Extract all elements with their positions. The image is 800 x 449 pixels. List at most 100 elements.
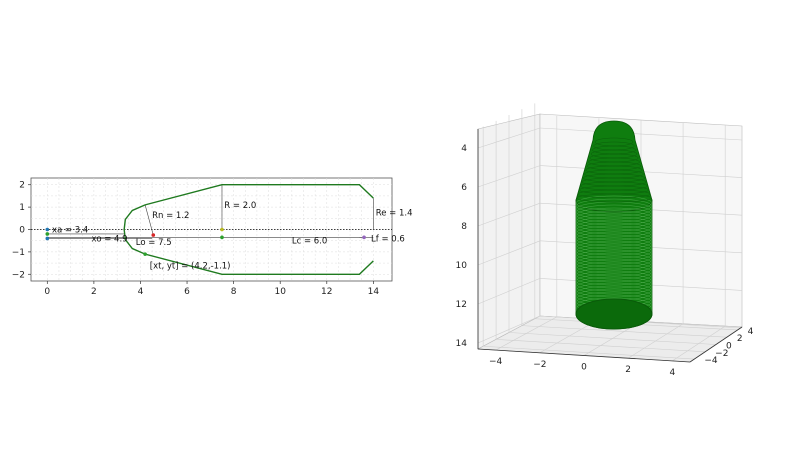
mesh-ring <box>575 222 653 238</box>
x-tick-label: 0 <box>44 287 50 297</box>
z-tick-label: 6 <box>461 183 467 193</box>
y-tick-label-3d: 0 <box>726 342 732 352</box>
mesh-ring <box>575 198 653 214</box>
x-tick-label-3d: −4 <box>489 357 503 367</box>
mesh-ring <box>575 258 653 274</box>
x-tick-label: 14 <box>368 287 380 297</box>
y-tick-label: 2 <box>19 181 25 191</box>
mesh-ring <box>576 193 652 203</box>
y-tick-label: −2 <box>12 270 25 280</box>
mesh-ring <box>575 243 653 259</box>
mesh-ring <box>575 249 653 265</box>
y-axis-line <box>689 326 743 363</box>
x-tick-label: 10 <box>274 287 286 297</box>
solid-grid-lines <box>477 103 743 362</box>
solid-mesh-rings <box>575 137 653 319</box>
y-tick-label-3d: −4 <box>704 356 718 366</box>
annotation-label: Rn = 1.2 <box>152 211 189 221</box>
marker-point <box>45 227 50 232</box>
x-tick-label: 2 <box>91 287 97 297</box>
mesh-ring <box>577 189 651 199</box>
mesh-ring <box>575 261 653 277</box>
mesh-ring <box>575 282 653 298</box>
x-axis-line <box>477 348 691 363</box>
z-tick-label: 12 <box>456 300 467 310</box>
mesh-ring <box>575 267 653 283</box>
marker-point <box>45 236 50 241</box>
profile-line <box>123 204 374 275</box>
mesh-ring <box>575 213 653 229</box>
y-tick-label-3d: 4 <box>748 327 754 337</box>
y-tick-label: 0 <box>19 226 25 236</box>
marker-point <box>45 232 50 236</box>
y-tick-label-3d: 2 <box>737 334 743 344</box>
profile-y-ticks: −2 −1 0 1 2 <box>12 181 31 280</box>
grid-line-y-floor <box>496 339 706 353</box>
mesh-ring <box>575 270 653 286</box>
z-tick-label: 8 <box>461 222 467 232</box>
dim-rn-line <box>144 204 154 236</box>
mesh-ring <box>575 204 653 220</box>
mesh-ring <box>575 231 653 247</box>
z-tick-label: 14 <box>456 339 468 349</box>
grid-line-y-floor <box>521 325 727 338</box>
mesh-ring <box>575 273 653 289</box>
annotation-label: Lc = 6.0 <box>292 237 327 247</box>
y-tick-label-3d: −2 <box>715 349 728 359</box>
profile-line <box>144 184 374 206</box>
x-tick-label: 6 <box>184 287 190 297</box>
mesh-ring <box>575 216 653 232</box>
marker-point <box>151 233 156 237</box>
mesh-ring <box>575 279 653 295</box>
mesh-ring <box>575 237 653 253</box>
y-tick-label: −1 <box>12 248 25 258</box>
x-tick-label-3d: 0 <box>581 363 587 373</box>
mesh-ring <box>575 207 653 223</box>
x-tick-label: 8 <box>231 287 237 297</box>
annotation-label: [xt, yt] = (4.2,-1.1) <box>150 261 231 271</box>
grid-line-y-floor <box>483 345 695 360</box>
mesh-ring <box>575 195 653 211</box>
x-tick-label-3d: 2 <box>625 365 631 375</box>
profile-reference-lines <box>31 184 392 239</box>
marker-point <box>362 235 366 240</box>
revolved-solid <box>575 120 653 330</box>
mesh-ring <box>575 234 653 250</box>
mesh-ring <box>575 276 653 292</box>
mesh-ring <box>575 240 653 256</box>
profile-markers <box>45 227 366 256</box>
x-tick-label-3d: 4 <box>669 368 675 378</box>
z-tick-label: 10 <box>456 261 468 271</box>
mesh-ring <box>575 210 653 226</box>
y-tick-label: 1 <box>19 203 25 213</box>
x-tick-label: 12 <box>321 287 332 297</box>
annotation-label: Lo = 7.5 <box>136 238 172 248</box>
annotation-label: Lf = 0.6 <box>371 234 405 244</box>
mesh-ring <box>575 252 653 268</box>
x-tick-label: 4 <box>138 287 144 297</box>
mesh-ring <box>575 255 653 271</box>
profile-annotations: xa = 3.4 xo = 4.9 Rn = 1.2 Lo = 7.5 R = 2.0 L… <box>52 201 413 271</box>
grid-line-y-floor <box>508 332 717 345</box>
annotation-label: xo = 4.9 <box>92 234 128 244</box>
annotation-label: R = 2.0 <box>224 201 256 211</box>
profile-series <box>123 184 374 275</box>
marker-point <box>220 227 224 232</box>
marker-point <box>143 252 147 256</box>
marker-point <box>220 235 224 240</box>
mesh-ring <box>575 225 653 241</box>
mesh-ring <box>575 264 653 280</box>
profile-x-ticks: 0 2 4 6 8 10 12 14 <box>44 281 379 297</box>
mesh-ring <box>575 246 653 262</box>
x-tick-label-3d: −2 <box>533 360 546 370</box>
annotation-label: Re = 1.4 <box>376 209 413 219</box>
annotation-label: xa = 3.4 <box>52 226 88 236</box>
solid-bottom-cap <box>575 298 653 330</box>
z-tick-label: 4 <box>461 144 467 154</box>
mesh-ring <box>575 228 653 244</box>
mesh-ring <box>575 219 653 235</box>
